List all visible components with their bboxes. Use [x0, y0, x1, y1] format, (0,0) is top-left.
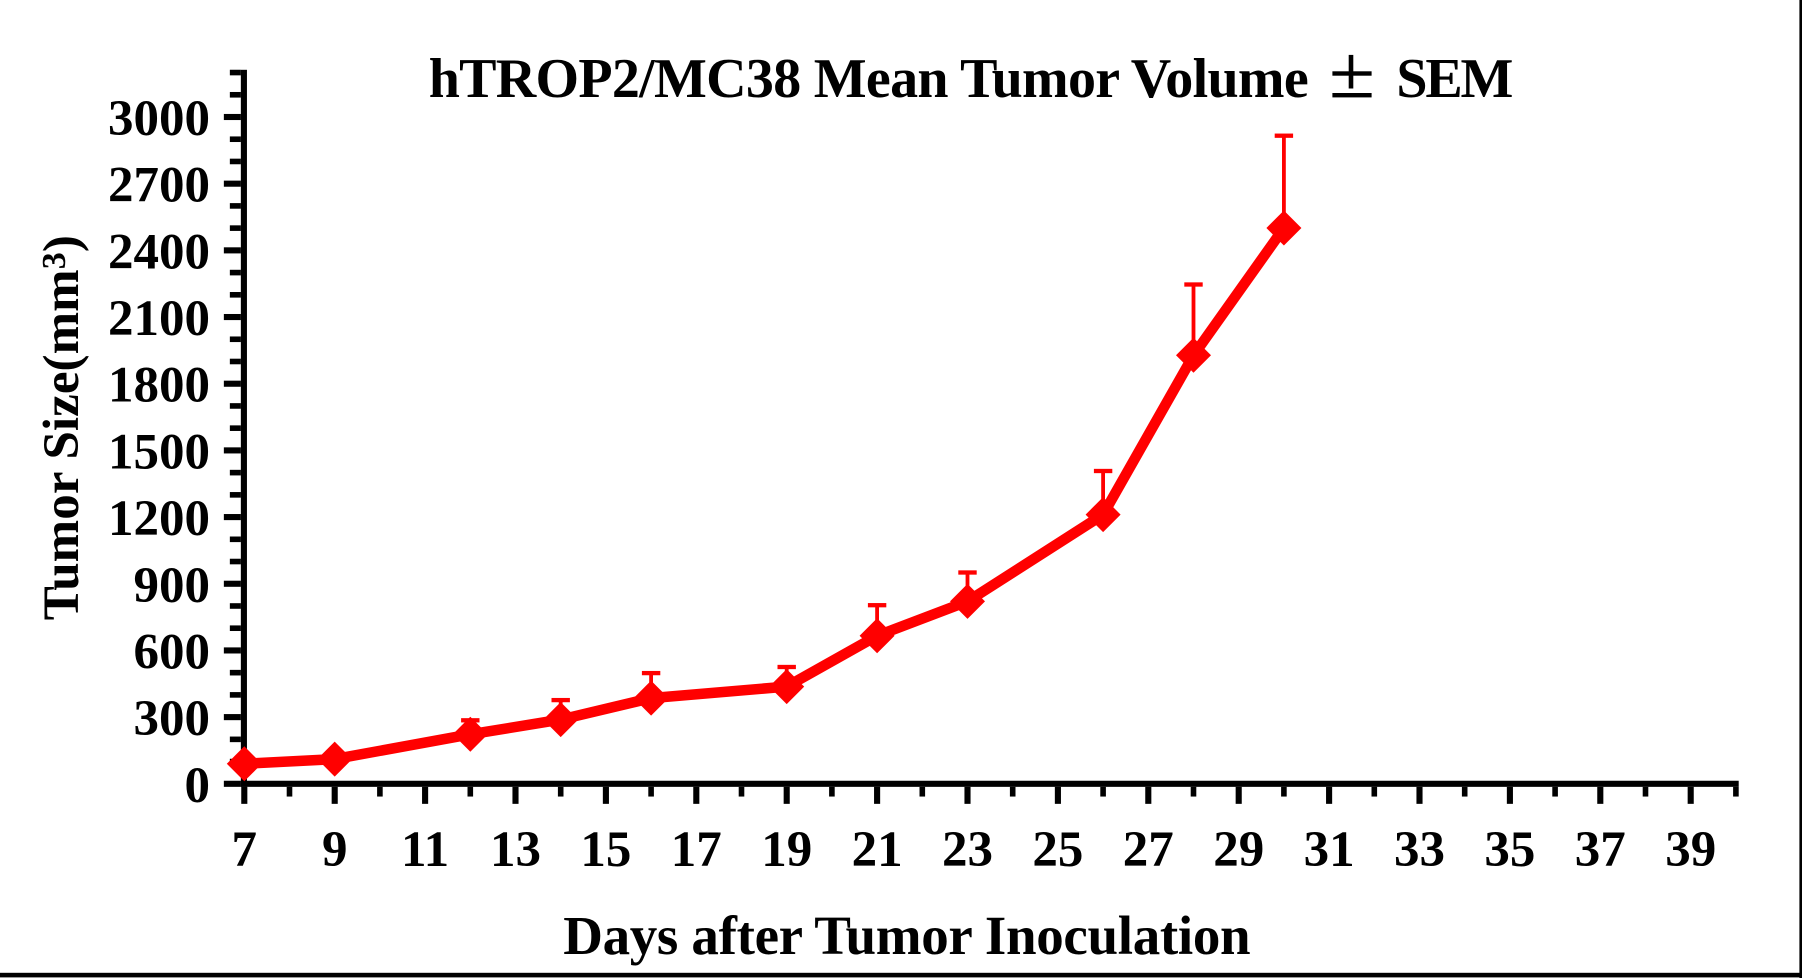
svg-text:7: 7	[232, 822, 258, 878]
svg-text:31: 31	[1304, 822, 1355, 878]
svg-text:21: 21	[852, 822, 903, 878]
svg-text:2400: 2400	[108, 224, 210, 280]
svg-text:900: 900	[134, 558, 211, 614]
svg-text:29: 29	[1213, 822, 1264, 878]
svg-text:2700: 2700	[108, 158, 210, 214]
svg-text:37: 37	[1575, 822, 1626, 878]
svg-text:300: 300	[134, 691, 211, 747]
svg-text:3000: 3000	[108, 91, 210, 147]
svg-text:39: 39	[1665, 822, 1716, 878]
svg-text:Tumor Size(mm3): Tumor Size(mm3)	[34, 235, 90, 620]
svg-text:hTROP2/MC38 Mean Tumor Volume: hTROP2/MC38 Mean Tumor Volume	[429, 48, 1309, 110]
svg-text:600: 600	[134, 624, 211, 680]
svg-text:SEM: SEM	[1396, 48, 1513, 110]
svg-text:19: 19	[761, 822, 812, 878]
svg-text:33: 33	[1394, 822, 1445, 878]
svg-text:2100: 2100	[108, 291, 210, 347]
svg-text:35: 35	[1484, 822, 1535, 878]
svg-text:15: 15	[580, 822, 631, 878]
svg-text:Days after Tumor Inoculation: Days after Tumor Inoculation	[563, 905, 1250, 966]
svg-text:1800: 1800	[108, 358, 210, 414]
svg-text:25: 25	[1032, 822, 1083, 878]
svg-text:1200: 1200	[108, 491, 210, 547]
svg-text:9: 9	[322, 822, 348, 878]
svg-text:11: 11	[401, 822, 449, 878]
svg-text:13: 13	[490, 822, 541, 878]
svg-text:27: 27	[1123, 822, 1174, 878]
svg-text:23: 23	[942, 822, 993, 878]
svg-text:0: 0	[185, 758, 211, 814]
svg-text:1500: 1500	[108, 424, 210, 480]
svg-text:17: 17	[671, 822, 722, 878]
